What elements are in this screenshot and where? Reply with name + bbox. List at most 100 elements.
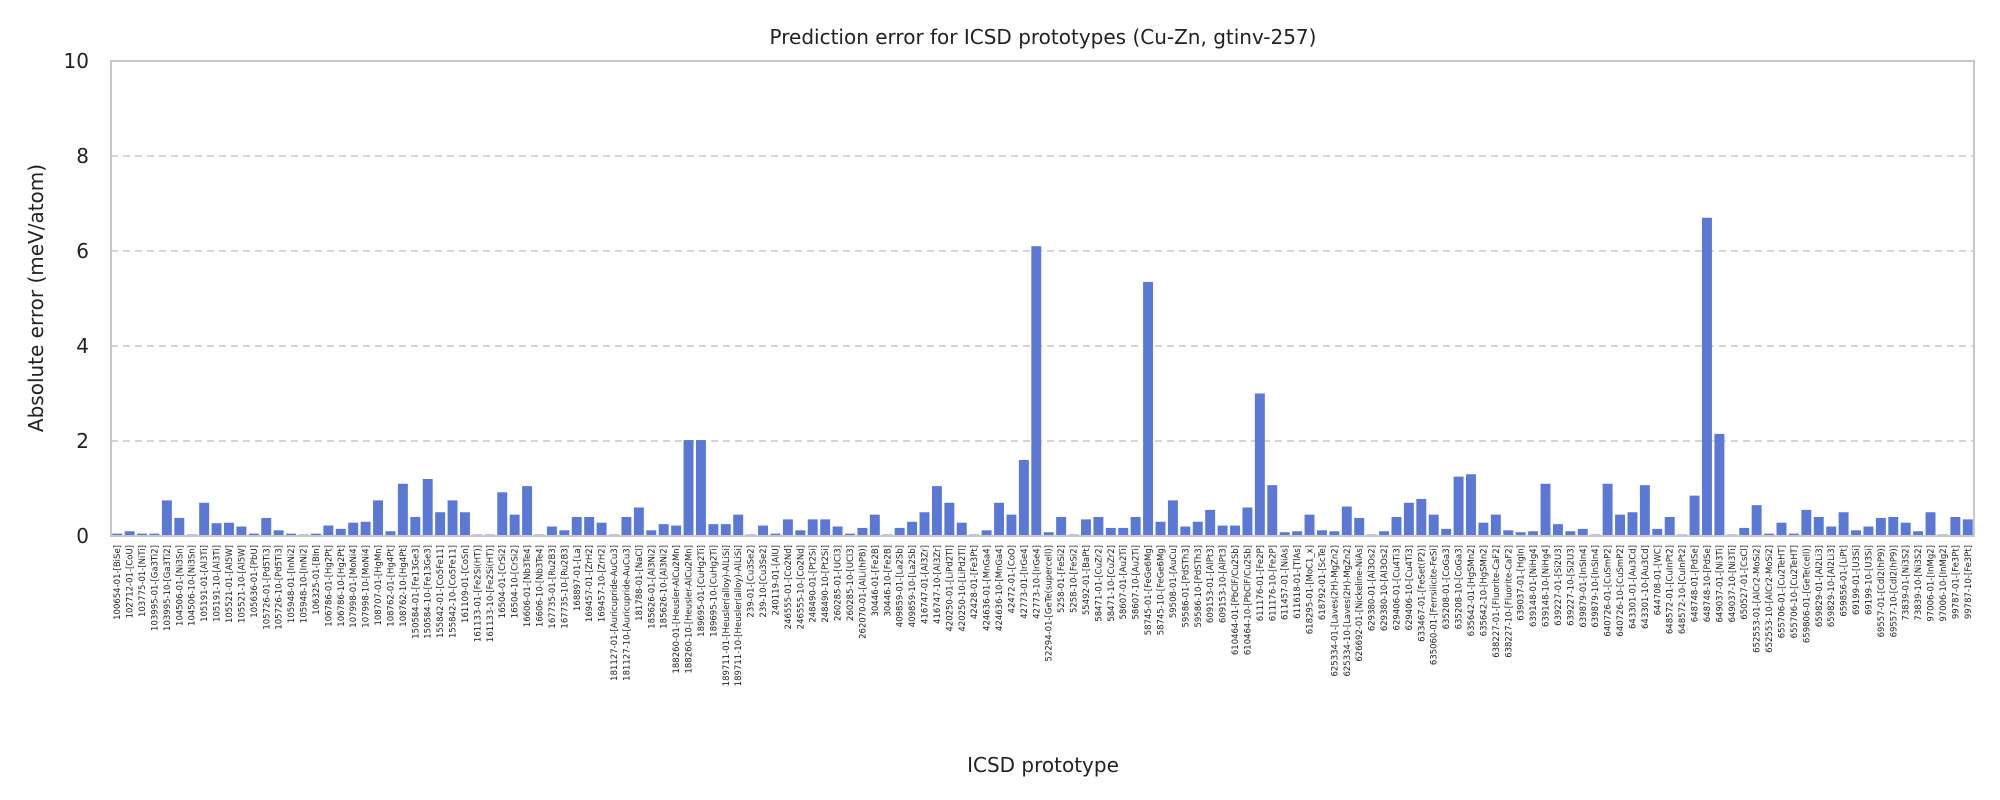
- bar: [1416, 498, 1427, 536]
- x-tick-label: 105636-01-[PbU]: [250, 545, 260, 618]
- bar: [658, 524, 669, 536]
- plot-frame: [110, 60, 1975, 537]
- x-axis-ticks: 100654-01-[BiSe] 102712-01-[CoU] 103775-01…: [113, 545, 1974, 686]
- x-tick-label: 659856-01-[LiPt]: [1840, 545, 1850, 617]
- bar: [770, 533, 781, 536]
- bars: [112, 217, 1973, 536]
- bar: [845, 533, 855, 536]
- bar: [1652, 528, 1663, 536]
- x-tick-label: 181788-01-[NaCl]: [635, 545, 645, 621]
- bar: [397, 483, 408, 536]
- x-tick-label: 104506-01-[Ni3Sn]: [175, 545, 185, 626]
- bar: [1192, 521, 1203, 536]
- x-tick-label: 185626-10-[Al3Ni2]: [660, 545, 670, 629]
- bar: [621, 517, 632, 536]
- bar: [646, 530, 657, 536]
- bar: [720, 524, 731, 536]
- bar: [1105, 527, 1116, 536]
- bar: [1503, 530, 1514, 536]
- bar: [497, 492, 508, 536]
- bar: [919, 512, 930, 536]
- bar: [1776, 522, 1787, 536]
- x-tick-label: 97006-01-[InMg2]: [1927, 545, 1937, 622]
- bar: [1056, 517, 1067, 536]
- bar: [1950, 517, 1961, 536]
- x-tick-label: 416747-01-[Al3Zr]: [921, 545, 931, 624]
- bar: [1615, 514, 1625, 536]
- bar: [199, 502, 210, 536]
- bar: [310, 533, 321, 536]
- x-tick-label: 420250-01-[LiPd2Tl]: [945, 545, 955, 632]
- y-tick-label: 4: [76, 334, 89, 358]
- x-tick-label: 105191-10-[Al3Ti]: [213, 545, 223, 622]
- x-tick-label: 103995-10-[Ga3Ti2]: [163, 545, 173, 631]
- x-tick-label: 161133-01-[Fe2Si(HT)]: [473, 545, 483, 642]
- bar: [956, 522, 967, 536]
- bar: [1490, 514, 1501, 536]
- bar: [1043, 532, 1054, 536]
- x-tick-label: 618295-01-[MoC1_x]: [1306, 545, 1316, 634]
- bar: [1925, 512, 1936, 536]
- x-tick-label: 73839-01-[Ni3S2]: [1902, 545, 1912, 621]
- x-tick-label: 104506-10-[Ni3Sn]: [188, 545, 198, 626]
- x-tick-label: 105948-01-[InNi2]: [287, 545, 297, 623]
- bar: [1565, 531, 1576, 536]
- bar: [1242, 507, 1253, 536]
- x-tick-label: 639227-10-[Si2U3]: [1566, 545, 1576, 626]
- x-tick-label: 105521-10-[Al5W]: [237, 545, 247, 623]
- x-tick-label: 239-10-[Cu3Se2]: [759, 545, 769, 618]
- x-tick-label: 246555-10-[Co2Nd]: [796, 545, 806, 629]
- x-tick-label: 635642-01-[HgSMn2]: [1467, 545, 1477, 636]
- bar: [1006, 514, 1017, 536]
- x-tick-label: 189695-10-[CuHg2Ti]: [709, 545, 719, 637]
- bar: [1788, 533, 1799, 536]
- bar: [1254, 393, 1265, 536]
- x-tick-label: 649037-10-[Ni3Ti]: [1728, 545, 1738, 622]
- bar: [1031, 246, 1042, 536]
- bar: [1577, 528, 1588, 536]
- x-tick-label: 260285-01-[UCl3]: [834, 545, 844, 621]
- x-tick-label: 105726-10-[Pd5Ti3]: [275, 545, 285, 630]
- bar: [1230, 525, 1240, 536]
- x-tick-label: 625334-01-[Laves(2H)-MgZn2]: [1330, 545, 1340, 677]
- x-tick-label: 102712-01-[CoU]: [126, 545, 136, 618]
- bar: [1304, 514, 1315, 536]
- bar: [1354, 517, 1365, 536]
- x-tick-label: 638227-01-[Fluorite-CaF2]: [1492, 545, 1502, 658]
- bar: [348, 522, 359, 536]
- bar: [509, 514, 520, 536]
- bar: [633, 507, 644, 536]
- x-tick-label: 643301-01-[Au3Cd]: [1628, 545, 1638, 629]
- x-tick-label: 42428-01-[Fe3Pt]: [970, 545, 980, 619]
- y-axis-label: Absolute error (meV/atom): [24, 164, 48, 432]
- x-tick-label: 644708-01-[WC]: [1653, 545, 1663, 615]
- x-tick-label: 161109-01-[CoSn]: [461, 545, 471, 623]
- bar: [1403, 502, 1414, 536]
- x-tick-label: 648748-01-[PdSe]: [1691, 545, 1701, 622]
- bar: [1552, 524, 1563, 536]
- bar: [1466, 474, 1476, 536]
- bar: [1217, 525, 1228, 536]
- bar: [422, 479, 433, 536]
- x-tick-label: 626692-01-[Nickeline-NiAs]: [1355, 545, 1365, 662]
- x-tick-label: 42472-01-[CoO]: [1007, 545, 1017, 613]
- x-tick-label: 16504-10-[CrSi2]: [511, 545, 521, 618]
- x-tick-label: 420250-10-[LiPd2Tl]: [958, 545, 968, 632]
- x-tick-label: 635060-01-[Ferrsilicite-FeSi]: [1430, 545, 1440, 665]
- bar: [857, 527, 868, 536]
- bar: [708, 524, 719, 536]
- x-tick-label: 610464-10-[PbClF/Cu2Sb]: [1243, 545, 1253, 655]
- x-tick-label: 58607-01-[Au2Ti]: [1119, 545, 1129, 620]
- x-tick-label: 181127-01-[Auricupride-AuCu3]: [610, 545, 620, 681]
- x-tick-label: 648572-10-[CuInPt2]: [1678, 545, 1688, 634]
- bar: [1205, 509, 1216, 536]
- x-tick-label: 638227-10-[Fluorite-CaF2]: [1504, 545, 1514, 658]
- x-tick-label: 629380-10-[Al3Os2]: [1380, 545, 1390, 631]
- bar: [1379, 531, 1390, 536]
- x-tick-label: 639227-01-[Si2U3]: [1554, 545, 1564, 626]
- x-tick-label: 639148-01-[NiHg4]: [1529, 545, 1539, 627]
- bar: [1913, 531, 1924, 536]
- bar: [683, 440, 694, 536]
- x-tick-label: 105521-01-[Al5W]: [225, 545, 235, 623]
